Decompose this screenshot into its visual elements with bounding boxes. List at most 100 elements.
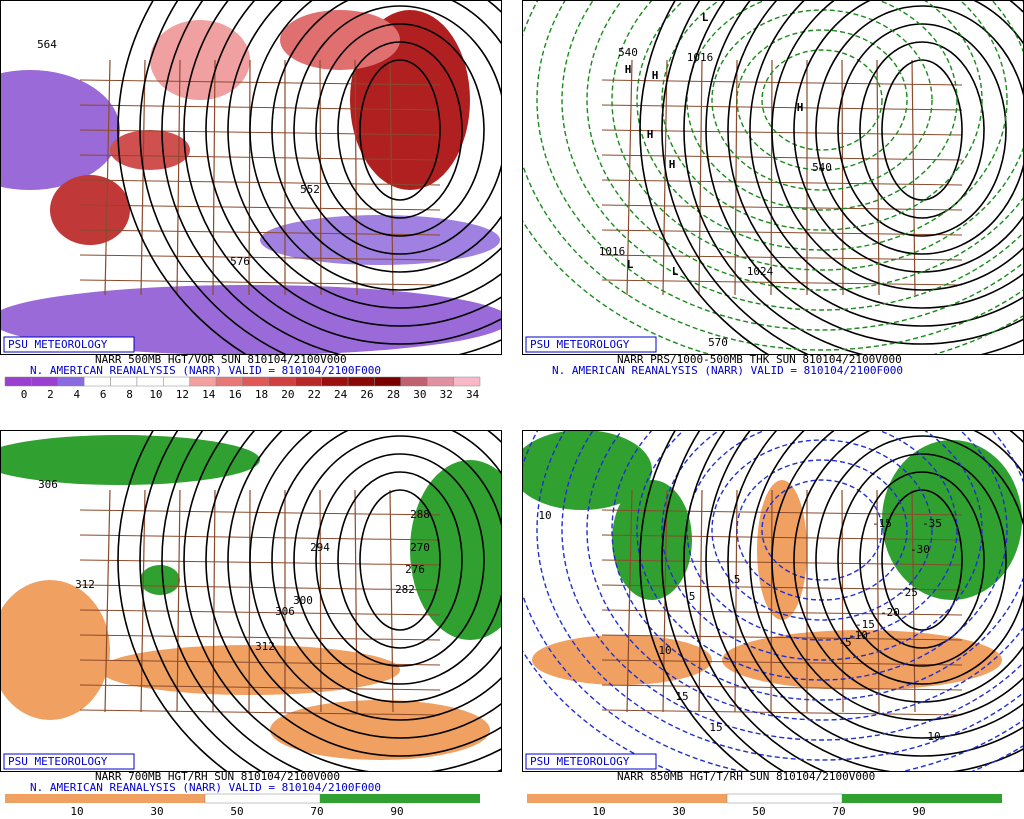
border: [79, 634, 441, 641]
contour-dashed: [686, 0, 958, 211]
logo-box: [3, 336, 135, 353]
contour-dashed: [536, 430, 1024, 761]
border: [354, 59, 358, 296]
colorbar-label: 28: [387, 388, 400, 401]
colorbar-box: [268, 376, 296, 387]
contour-dashed: [536, 0, 1024, 331]
colorbar-box: [321, 376, 349, 387]
colorbar-label: 22: [308, 388, 321, 401]
contour: [205, 430, 502, 757]
colorbar-box: [400, 376, 428, 387]
border: [911, 59, 916, 296]
contour: [859, 41, 985, 219]
colorbar-label: 2: [47, 388, 54, 401]
contour-label: 552: [300, 183, 320, 196]
colorbar-label: 8: [126, 388, 133, 401]
colorbar-box: [4, 376, 32, 387]
contour: [183, 430, 502, 772]
shade: [260, 215, 500, 265]
contour: [683, 0, 1024, 355]
contour-label: 1016: [687, 51, 714, 64]
contour: [661, 0, 811, 355]
border: [601, 684, 963, 691]
colorbar-box: [453, 376, 481, 387]
contour-label: 15: [709, 721, 722, 734]
map-frame: [0, 430, 502, 772]
border: [601, 204, 963, 211]
border: [104, 489, 111, 713]
border: [601, 509, 963, 516]
colorbar-label: 20: [281, 388, 294, 401]
colorbar-box: [163, 376, 190, 387]
contour: [705, 430, 1024, 772]
contour: [205, 0, 502, 327]
contour-label: H: [652, 69, 659, 82]
contour: [727, 430, 1024, 757]
border: [79, 534, 441, 541]
colorbar-label: 18: [255, 388, 268, 401]
contour: [661, 430, 786, 772]
contour-label: H: [647, 128, 654, 141]
colorbar-box: [347, 376, 375, 387]
border: [601, 154, 963, 161]
border: [176, 489, 181, 713]
contour: [249, 430, 502, 721]
contour: [837, 453, 1007, 667]
colorbar-label: 70: [310, 805, 323, 818]
colorbar-label: 6: [100, 388, 107, 401]
contour-label: L: [672, 265, 679, 278]
map: [0, 0, 502, 355]
contour-label: H: [669, 158, 676, 171]
contour: [683, 430, 1024, 772]
contour-label: 1024: [747, 265, 774, 278]
contour: [227, 430, 502, 739]
border: [626, 489, 633, 713]
map-frame: [0, 0, 502, 355]
border: [601, 609, 963, 616]
colorbar-label: 30: [413, 388, 426, 401]
contour: [359, 59, 441, 201]
contour: [771, 430, 1024, 721]
contour: [293, 5, 502, 255]
contour: [705, 0, 1024, 345]
panel: 1016 540 1024 1016 570 540 H H H H H L L L PSU METEORO…: [522, 0, 1024, 377]
panel-title: NARR 850MB HGT/T/RH SUN 810104/2100V000: [617, 770, 875, 783]
border: [911, 489, 916, 713]
contour-label: L: [627, 258, 634, 271]
panel-subtitle: N. AMERICAN REANALYSIS (NARR) VALID = 81…: [30, 781, 381, 794]
border: [698, 59, 703, 296]
colorbar-label: 26: [360, 388, 373, 401]
colorbar-box: [295, 376, 322, 387]
contour: [117, 430, 229, 772]
contour-dashed: [711, 439, 933, 621]
border: [248, 489, 251, 713]
contour: [639, 0, 771, 355]
panel-title: NARR 700MB HGT/RH SUN 810104/2100V000: [95, 770, 340, 783]
colorbar-label: 30: [150, 805, 163, 818]
contour-dashed: [522, 0, 1024, 351]
contour: [227, 0, 502, 309]
contour-label: 576: [230, 255, 250, 268]
shade: [882, 440, 1022, 600]
shade: [612, 480, 692, 600]
contour-label: -5: [838, 636, 851, 649]
border: [770, 489, 773, 713]
colorbar-label: 50: [752, 805, 765, 818]
contour-label: 570: [708, 336, 728, 349]
border: [79, 684, 441, 691]
colorbar-box: [136, 376, 164, 387]
contour-dashed: [711, 9, 933, 191]
contour: [771, 0, 1024, 291]
colorbar-box: [242, 376, 270, 387]
border: [601, 634, 963, 641]
border: [389, 59, 394, 296]
border: [79, 279, 441, 286]
map-bg: [522, 0, 1024, 355]
contour-label: 15: [675, 690, 688, 703]
colorbar-label: 32: [440, 388, 453, 401]
panel-title: NARR PRS/1000-500MB THK SUN 810104/2100V…: [617, 353, 902, 366]
contour-label: -30: [910, 543, 930, 556]
border: [770, 59, 773, 296]
colorbar-box: [83, 376, 111, 387]
